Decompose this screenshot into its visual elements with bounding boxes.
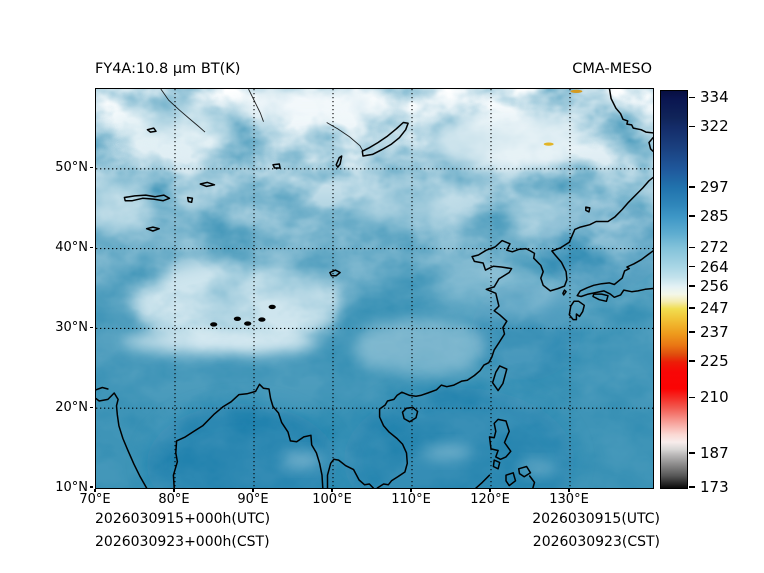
y-tick-mark: [89, 326, 94, 328]
y-tick-mark: [89, 247, 94, 249]
footer-init-time-cst: 2026030923+000h(CST): [95, 534, 270, 550]
x-tick-label: 70°E: [79, 492, 111, 507]
colorbar-tick-label: 264: [700, 257, 729, 276]
colorbar-tick-label: 256: [700, 277, 729, 296]
colorbar-tick-mark: [689, 452, 695, 454]
x-tick-mark: [489, 488, 491, 493]
x-tick-mark: [94, 488, 96, 493]
model-name-title: CMA-MESO: [572, 61, 652, 77]
colorbar-tick-mark: [689, 486, 695, 488]
footer-valid-time-cst: 2026030923(CST): [532, 534, 660, 550]
y-tick-label: 30°N: [55, 319, 88, 335]
y-tick-label: 10°N: [55, 479, 88, 495]
map-plot-area: [95, 88, 654, 489]
x-tick-mark: [410, 488, 412, 493]
colorbar-tick-label: 272: [700, 238, 729, 257]
x-tick-mark: [173, 488, 175, 493]
colorbar-tick-label: 173: [700, 478, 729, 496]
y-tick-label: 50°N: [55, 160, 88, 176]
colorbar-tick-label: 210: [700, 388, 729, 407]
footer-valid-time-utc: 2026030915(UTC): [532, 511, 660, 527]
x-tick-mark: [252, 488, 254, 493]
figure-title: FY4A:10.8 μm BT(K): [95, 61, 241, 77]
x-tick-label: 130°E: [549, 492, 589, 507]
colorbar-tick-label: 247: [700, 298, 729, 317]
footer-init-time-utc: 2026030915+000h(UTC): [95, 511, 271, 527]
y-tick-mark: [89, 167, 94, 169]
colorbar-tick-label: 334: [700, 88, 729, 107]
colorbar-tick-label: 225: [700, 352, 729, 371]
colorbar-tick-mark: [689, 331, 695, 333]
colorbar-tick-mark: [689, 307, 695, 309]
colorbar-tick-label: 297: [700, 177, 729, 196]
y-tick-mark: [89, 406, 94, 408]
x-tick-label: 110°E: [391, 492, 431, 507]
x-tick-label: 100°E: [312, 492, 352, 507]
colorbar-tick-label: 237: [700, 323, 729, 342]
tibetan-lakes: [210, 304, 276, 327]
x-tick-label: 80°E: [158, 492, 190, 507]
y-tick-mark: [89, 486, 94, 488]
colorbar-tick-mark: [689, 186, 695, 188]
coastlines: [96, 89, 653, 488]
colorbar-tick-mark: [689, 285, 695, 287]
x-tick-label: 90°E: [237, 492, 269, 507]
colorbar-tick-mark: [689, 215, 695, 217]
y-tick-label: 20°N: [55, 399, 88, 415]
colorbar-tick-label: 322: [700, 117, 729, 136]
colorbar-tick-label: 187: [700, 444, 729, 463]
graticule-gridlines: [96, 89, 653, 488]
x-tick-mark: [331, 488, 333, 493]
colorbar-tick-mark: [689, 360, 695, 362]
basemap-raster: [96, 89, 653, 488]
colorbar-tick-mark: [689, 266, 695, 268]
y-tick-label: 40°N: [55, 240, 88, 256]
colorbar: [660, 90, 688, 489]
colorbar-tick-mark: [689, 396, 695, 399]
x-tick-mark: [568, 488, 570, 493]
colorbar-tick-label: 285: [700, 206, 729, 225]
colorbar-tick-mark: [689, 246, 695, 249]
colorbar-tick-mark: [689, 125, 695, 127]
rivers: [160, 89, 364, 152]
colorbar-tick-mark: [689, 96, 695, 98]
x-tick-label: 120°E: [470, 492, 510, 507]
